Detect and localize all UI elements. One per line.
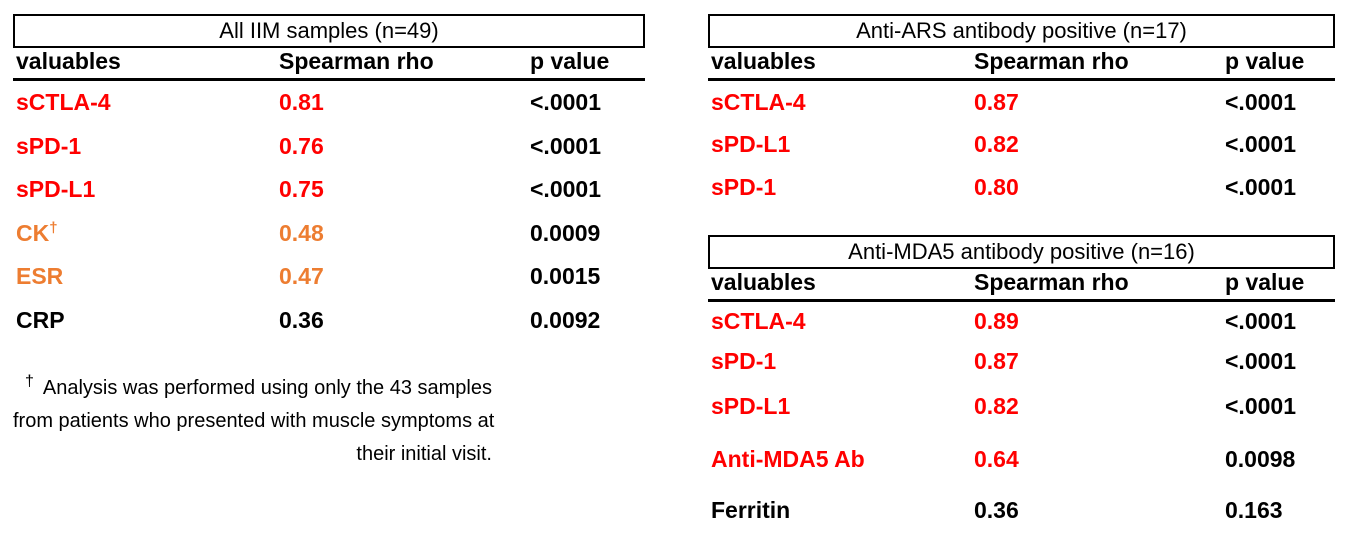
row-rho-value: 0.64 [974,445,1019,472]
row-rho-value: 0.87 [974,348,1019,374]
table-row: Ferritin 0.36 0.163 [708,487,1335,535]
footnote: † Analysis was performed using only the 4… [13,372,495,471]
row-label: sPD-1 [16,132,82,159]
row-label: sPD-L1 [16,176,96,203]
row-label: CK† [16,219,58,246]
row-rho-value: 0.36 [974,497,1019,523]
table-row: sCTLA-4 0.87 <.0001 [708,81,1335,124]
table-row: sPD-L1 0.82 <.0001 [708,124,1335,167]
row-label: sPD-1 [711,348,777,374]
row-p-value: <.0001 [1225,308,1296,334]
antibody-subgroup-section: Anti-ARS antibody positive (n=17) valuab… [708,14,1335,535]
row-label: sCTLA-4 [16,89,111,116]
row-label: ESR [16,263,64,290]
row-rho-value: 0.81 [279,89,324,116]
row-p-value: 0.0009 [530,219,601,246]
row-label: Ferritin [711,497,791,523]
table-title: Anti-ARS antibody positive (n=17) [708,14,1335,48]
row-rho-value: 0.75 [279,176,324,203]
row-p-value: <.0001 [1225,88,1296,115]
table-row: sPD-1 0.76 <.0001 [13,125,645,169]
table-body: sCTLA-4 0.81 <.0001 sPD-1 0.76 <.0001 sP… [13,81,645,342]
row-label: Anti-MDA5 Ab [711,445,865,472]
row-p-value: <.0001 [1225,348,1296,374]
row-p-value: <.0001 [1225,173,1296,200]
row-rho-value: 0.82 [974,131,1019,158]
row-label: sPD-L1 [711,131,791,158]
column-header-rho: Spearman rho [974,268,1129,295]
row-rho-value: 0.80 [974,173,1019,200]
table-row: sPD-L1 0.75 <.0001 [13,168,645,212]
row-rho-value: 0.36 [279,306,324,333]
column-header-variable: valuables [711,268,816,295]
table-row: sPD-L1 0.82 <.0001 [708,382,1335,432]
column-header-p: p value [1225,48,1305,74]
row-p-value: 0.0098 [1225,445,1296,472]
row-p-value: <.0001 [1225,131,1296,158]
dagger-superscript: † [49,219,58,237]
anti-ars-table: Anti-ARS antibody positive (n=17) valuab… [708,14,1335,209]
table-row: ESR 0.47 0.0015 [13,255,645,299]
all-iim-section: All IIM samples (n=49) valuables Spearma… [13,14,645,471]
table-body: sCTLA-4 0.89 <.0001 sPD-1 0.87 <.0001 sP… [708,302,1335,535]
row-label: sPD-L1 [711,393,791,419]
table-row: sPD-1 0.80 <.0001 [708,166,1335,209]
row-p-value: <.0001 [1225,393,1296,419]
column-header-variable: valuables [16,48,121,74]
row-label: CRP [16,306,65,333]
table-body: sCTLA-4 0.87 <.0001 sPD-L1 0.82 <.0001 s… [708,81,1335,209]
row-p-value: <.0001 [530,176,601,203]
row-rho-value: 0.82 [974,393,1019,419]
table-row: sCTLA-4 0.81 <.0001 [13,81,645,125]
row-p-value: <.0001 [530,89,601,116]
column-header-p: p value [530,48,610,74]
table-header-row: valuables Spearman rho p value [708,48,1335,81]
table-row: CK† 0.48 0.0009 [13,212,645,256]
table-title: Anti-MDA5 antibody positive (n=16) [708,234,1335,269]
table-title: All IIM samples (n=49) [13,14,645,48]
table-row: CRP 0.36 0.0092 [13,299,645,343]
row-p-value: 0.0092 [530,306,601,333]
column-header-p: p value [1225,268,1305,295]
table-row: sPD-1 0.87 <.0001 [708,342,1335,382]
table-row: Anti-MDA5 Ab 0.64 0.0098 [708,432,1335,487]
all-iim-table: All IIM samples (n=49) valuables Spearma… [13,14,645,342]
row-p-value: 0.163 [1225,497,1283,523]
row-label: sCTLA-4 [711,308,806,334]
anti-mda5-table: Anti-MDA5 antibody positive (n=16) valua… [708,234,1335,535]
column-header-rho: Spearman rho [279,48,434,74]
row-p-value: <.0001 [530,132,601,159]
row-p-value: 0.0015 [530,263,601,290]
row-label: sCTLA-4 [711,88,806,115]
table-header-row: valuables Spearman rho p value [708,269,1335,302]
dagger-footnote-marker: † [24,373,34,391]
row-rho-value: 0.89 [974,308,1019,334]
footnote-line: from patients who presented with muscle … [13,410,495,432]
row-rho-value: 0.76 [279,132,324,159]
footnote-line: † Analysis was performed using only the 4… [24,373,492,399]
column-header-variable: valuables [711,48,816,74]
table-header-row: valuables Spearman rho p value [13,48,645,81]
column-header-rho: Spearman rho [974,48,1129,74]
row-rho-value: 0.48 [279,219,324,246]
row-rho-value: 0.47 [279,263,324,290]
table-row: sCTLA-4 0.89 <.0001 [708,302,1335,342]
row-rho-value: 0.87 [974,88,1019,115]
footnote-line: their initial visit. [356,443,492,465]
row-label: sPD-1 [711,173,777,200]
